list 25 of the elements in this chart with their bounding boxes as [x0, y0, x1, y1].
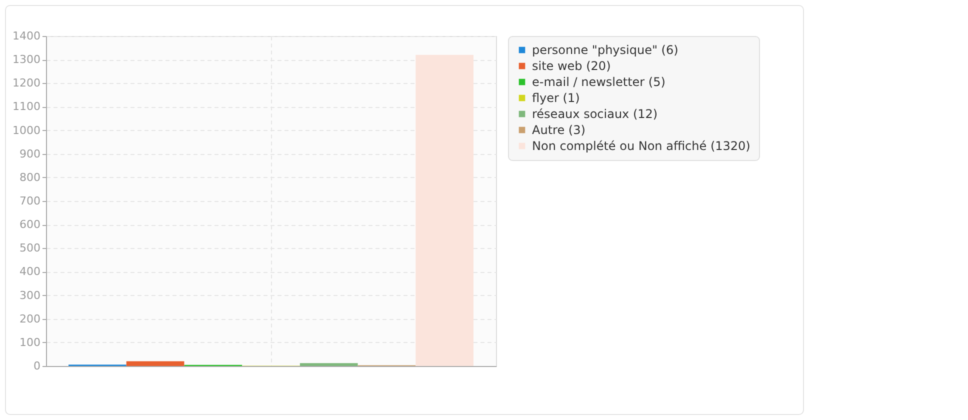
y-tick-label: 1300	[12, 53, 40, 66]
y-tick-label: 800	[20, 170, 40, 184]
y-tick-label: 300	[20, 288, 40, 302]
y-tick-label: 400	[20, 265, 40, 278]
y-tick-label: 1000	[12, 124, 40, 137]
y-tick-label: 700	[20, 194, 40, 208]
y-tick-label: 500	[20, 242, 40, 255]
y-tick-label: 1400	[12, 30, 40, 42]
y-tick-label: 200	[20, 312, 40, 326]
y-tick-label: 0	[34, 360, 40, 372]
legend-label: réseaux sociaux (12)	[532, 107, 658, 121]
bar	[300, 363, 358, 366]
y-tick-label: 600	[20, 218, 40, 232]
y-tick-label: 1200	[12, 76, 40, 90]
legend-label: e-mail / newsletter (5)	[532, 75, 666, 89]
bar	[416, 54, 474, 366]
legend-label: flyer (1)	[532, 91, 580, 105]
legend-label: Autre (3)	[532, 123, 586, 137]
bar	[126, 361, 184, 366]
legend-label: Non complété ou Non affiché (1320)	[532, 139, 750, 153]
y-tick-label: 1100	[12, 100, 40, 114]
legend-label: personne "physique" (6)	[532, 43, 678, 57]
y-tick-label: 100	[20, 336, 40, 349]
y-tick-label: 900	[20, 147, 40, 160]
legend-label: site web (20)	[532, 59, 611, 73]
